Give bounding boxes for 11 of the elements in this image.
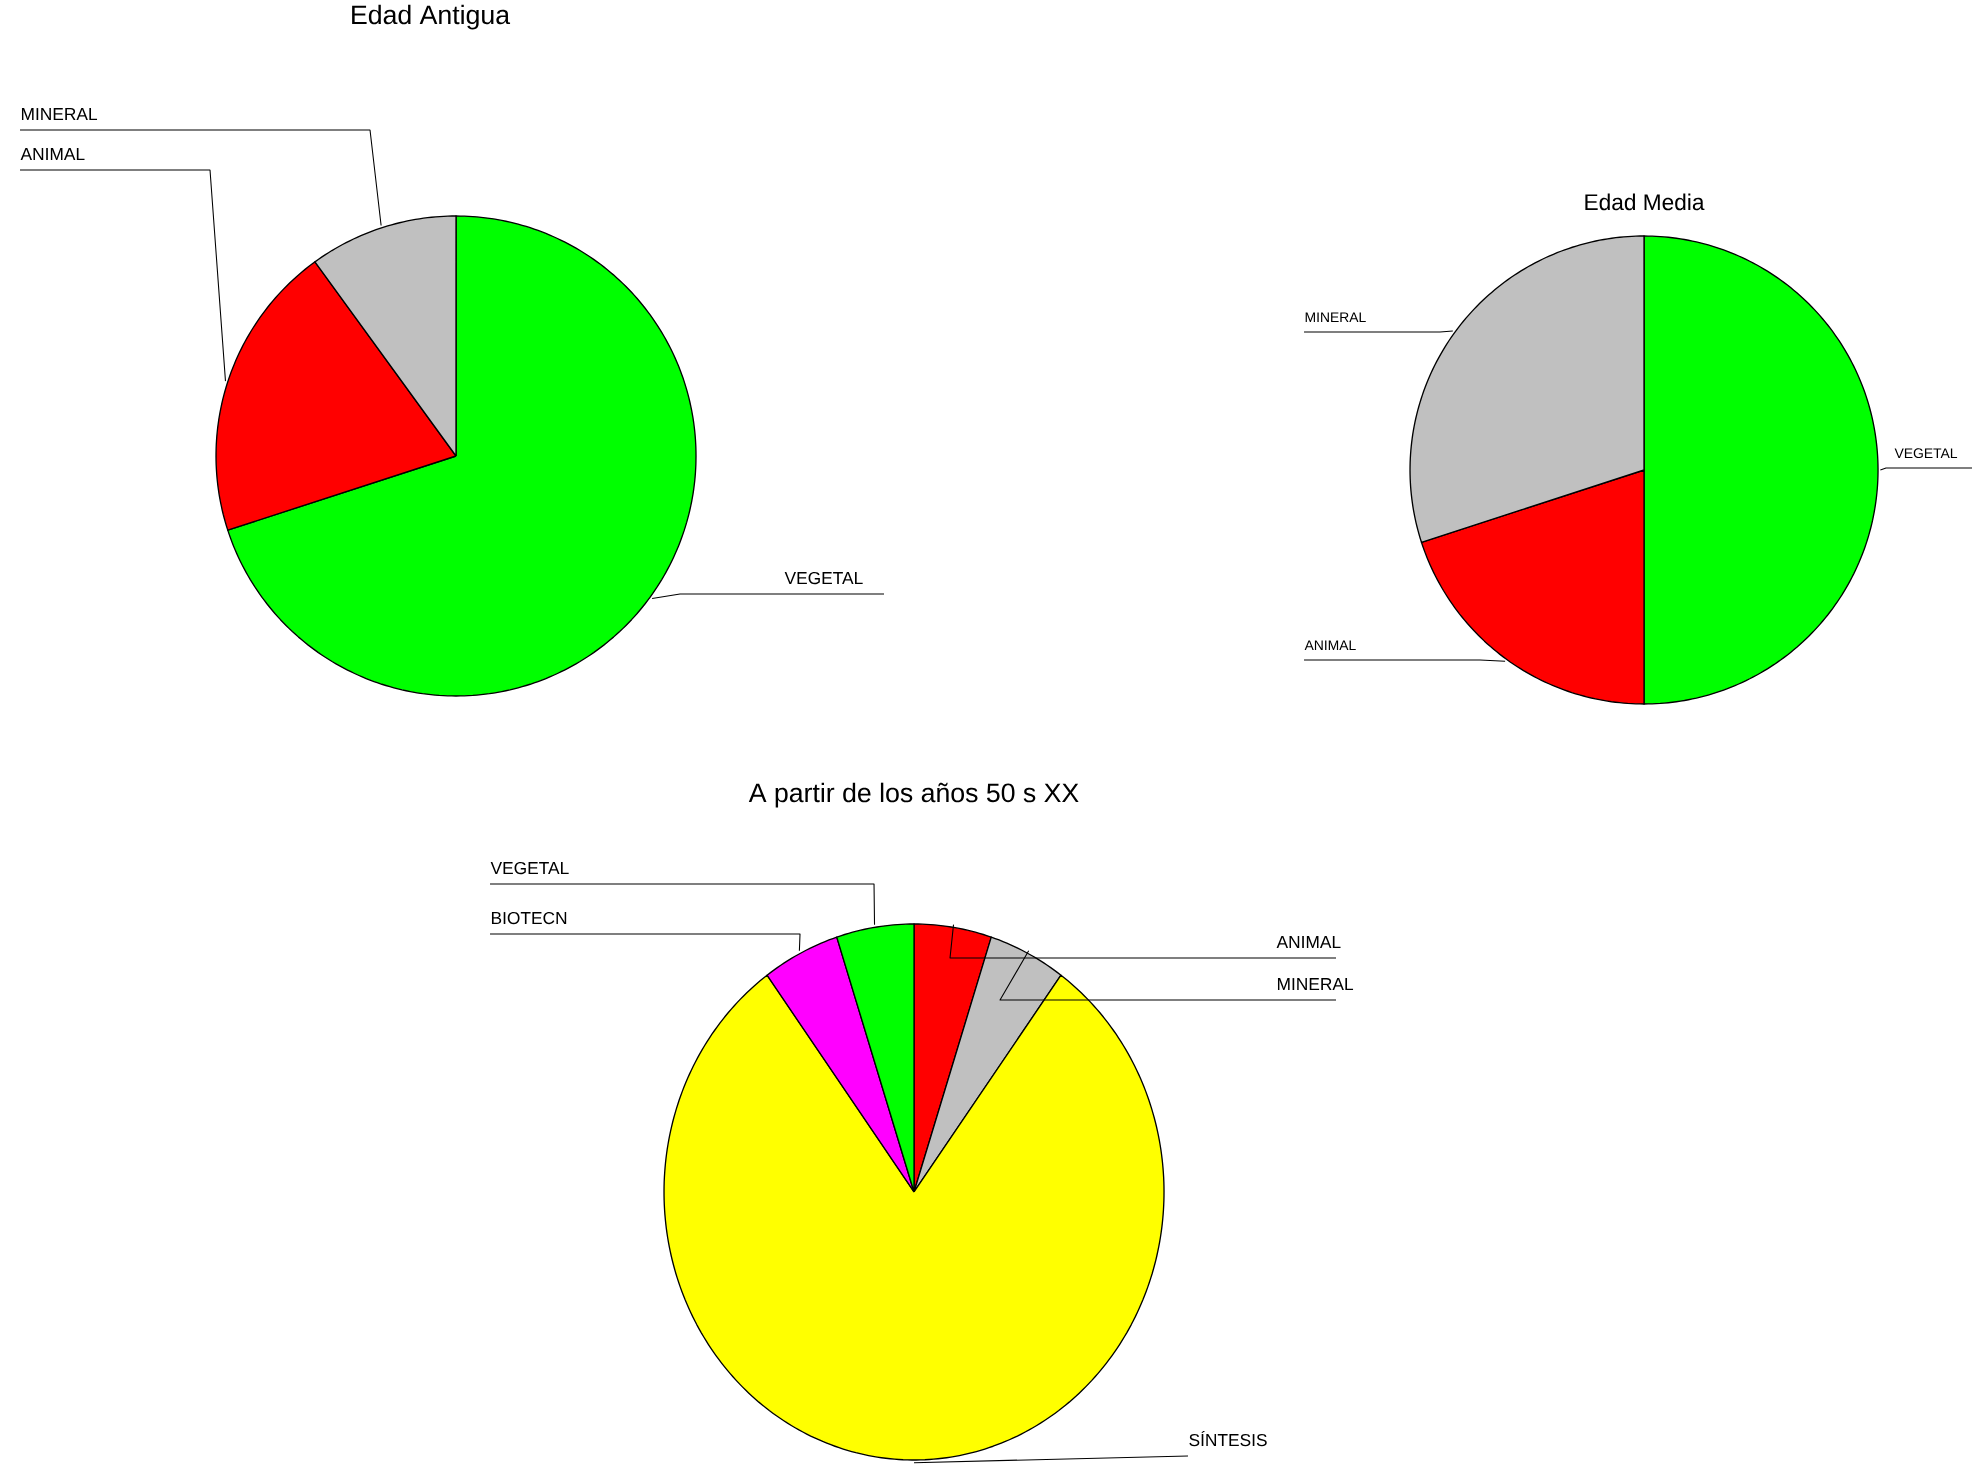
- chart-title: Edad Media: [1585, 193, 1705, 211]
- slice-label: ANIMAL: [20, 148, 85, 160]
- slice-label: VEGETAL: [784, 571, 863, 585]
- slice-label: BIOTECN: [491, 911, 567, 925]
- chart-title: A partir de los años 50 s XX: [748, 782, 1079, 808]
- slice-label: MINERAL: [1277, 978, 1354, 990]
- slice-label: SÍNTESIS: [1189, 1430, 1267, 1447]
- slice-label: MINERAL: [21, 108, 98, 120]
- slice-label: ANIMAL: [1276, 936, 1341, 948]
- chart-title: Edad Antigua: [352, 4, 511, 30]
- slice-label: VEGETAL: [490, 861, 569, 875]
